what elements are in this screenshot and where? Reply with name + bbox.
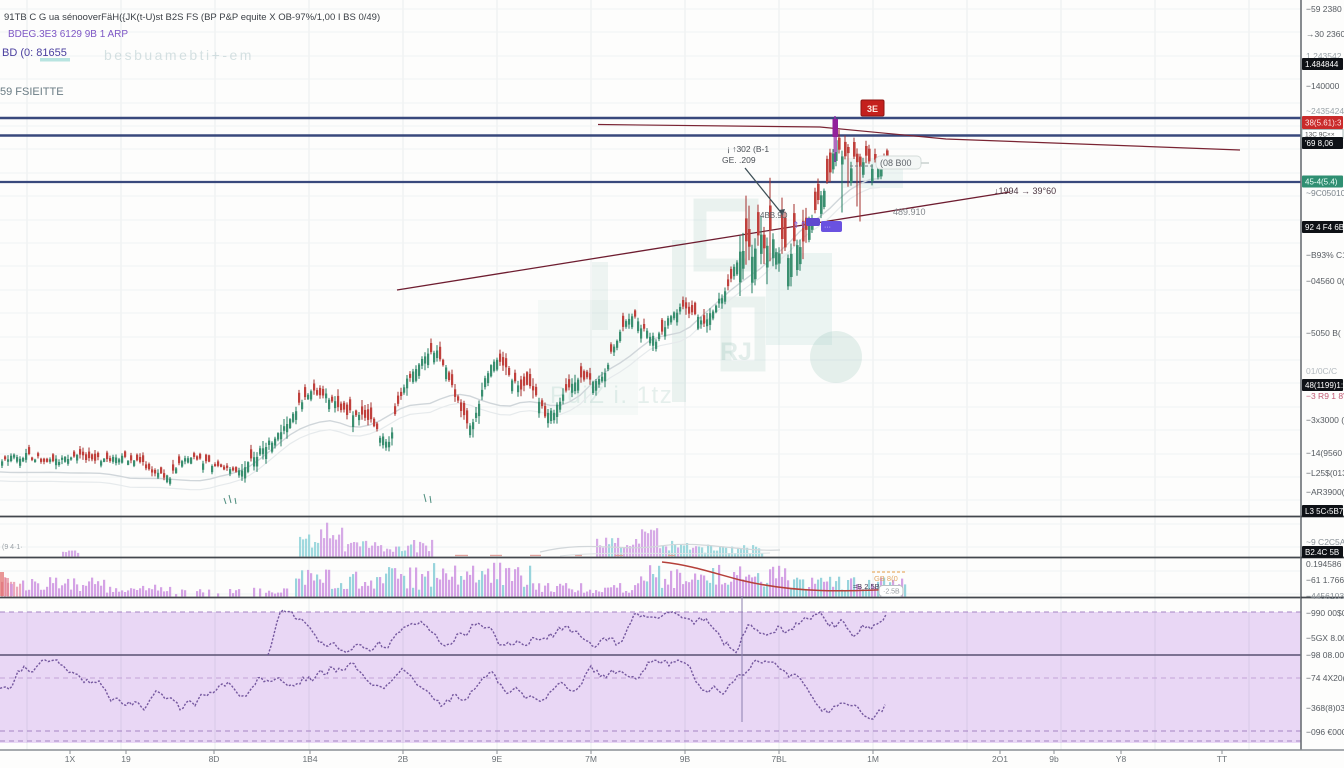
svg-text:BDEG.3E3 6129 9B 1 ARP: BDEG.3E3 6129 9B 1 ARP (8, 29, 128, 40)
svg-text:9B: 9B (680, 754, 691, 764)
svg-text:2B: 2B (398, 754, 409, 764)
svg-text:7M: 7M (585, 754, 597, 764)
svg-text:59 FSIEITTE: 59 FSIEITTE (0, 86, 64, 98)
svg-text:−98 08.00: −98 08.00 (1306, 650, 1344, 660)
svg-text:−5GX 8.00: −5GX 8.00 (1306, 633, 1344, 643)
svg-text:−L25$(013: −L25$(013 (1306, 468, 1344, 478)
svg-text:~2435424: ~2435424 (1306, 106, 1344, 116)
svg-text:−61 1.7660: −61 1.7660 (1306, 575, 1344, 585)
svg-text:¡ ↑302 (B-1: ¡ ↑302 (B-1 (727, 144, 769, 154)
svg-text:9b: 9b (1049, 754, 1059, 764)
svg-text:~9C05010(: ~9C05010( (1306, 188, 1344, 198)
svg-text:9E: 9E (492, 754, 503, 764)
svg-text:48(1199)1:5: 48(1199)1:5 (1305, 381, 1344, 390)
svg-text:B2.4C 5B: B2.4C 5B (1305, 548, 1339, 557)
svg-text:L3 5C‹5B7B: L3 5C‹5B7B (1305, 507, 1344, 516)
svg-text:BD (0: 81655: BD (0: 81655 (2, 47, 67, 59)
svg-text:7BL: 7BL (771, 754, 786, 764)
svg-text:−3 R9 1 8V6: −3 R9 1 8V6 (1306, 391, 1344, 401)
svg-text:1.484844: 1.484844 (1305, 60, 1339, 69)
svg-text:−AR3900(: −AR3900( (1306, 487, 1344, 497)
svg-text:1X: 1X (65, 754, 76, 764)
svg-text:−140000: −140000 (1306, 81, 1340, 91)
svg-text:−5050 B(: −5050 B( (1306, 328, 1341, 338)
svg-text:→30 2360: →30 2360 (1306, 29, 1344, 39)
svg-text:−368(8)03: −368(8)03 (1306, 703, 1344, 713)
svg-text:92 4 F4 6B: 92 4 F4 6B (1305, 223, 1344, 232)
svg-text:1B4: 1B4 (302, 754, 317, 764)
svg-text:3E: 3E (867, 104, 878, 114)
svg-text:−B93% C1: −B93% C1 (1306, 250, 1344, 260)
svg-text:RJ: RJ (720, 338, 752, 366)
svg-text:~9 C2C5A2: ~9 C2C5A2 (1306, 537, 1344, 547)
svg-text:'69 8,06: '69 8,06 (1305, 139, 1334, 148)
svg-text:91TB C G ua sénooverFäH({JK(t-: 91TB C G ua sénooverFäH({JK(t-U)st B2S F… (4, 12, 380, 23)
svg-text:1M: 1M (867, 754, 879, 764)
svg-text:38(5.61):3: 38(5.61):3 (1305, 119, 1342, 128)
svg-text:01/0C/C: 01/0C/C (1306, 366, 1337, 376)
svg-text:≈B 2.5B−▬: ≈B 2.5B−▬ (853, 582, 892, 591)
svg-text:1.243542: 1.243542 (1306, 51, 1342, 61)
svg-text:(08 B00: (08 B00 (880, 158, 912, 168)
svg-text:·2.5B: ·2.5B (883, 589, 900, 596)
svg-text:−14(9560 (: −14(9560 ( (1306, 448, 1344, 458)
svg-text:besbuamebti+-em: besbuamebti+-em (104, 47, 254, 63)
svg-text:(9 4·1·: (9 4·1· (2, 544, 23, 551)
svg-text:GE. .209: GE. .209 (722, 155, 756, 165)
svg-text:2O1: 2O1 (992, 754, 1008, 764)
svg-text:45-4(5.4): 45-4(5.4) (1305, 178, 1338, 187)
svg-text:GB 8(0: GB 8(0 (874, 574, 898, 583)
svg-text:−74 4X20(: −74 4X20( (1306, 673, 1344, 683)
svg-text:−4456103: −4456103 (1306, 591, 1344, 601)
svg-text:0.194586: 0.194586 (1306, 559, 1342, 569)
svg-text:13C 9C××: 13C 9C×× (1305, 132, 1335, 139)
svg-text:−096 €000: −096 €000 (1306, 727, 1344, 737)
svg-text:−59 2380: −59 2380 (1306, 4, 1342, 14)
svg-text:489.910: 489.910 (893, 207, 926, 217)
svg-text:TT: TT (1217, 754, 1227, 764)
svg-text:−990 00$0: −990 00$0 (1306, 608, 1344, 618)
svg-text:↓1994 → 39°60: ↓1994 → 39°60 (994, 186, 1056, 196)
svg-text:−04560 0(: −04560 0( (1306, 276, 1344, 286)
svg-text:PdiZ i. 1tz: PdiZ i. 1tz (550, 382, 673, 409)
svg-text:···: ··· (824, 224, 831, 231)
svg-text:−3x3000 (: −3x3000 ( (1306, 415, 1344, 425)
svg-text:⇑⇑: ⇑⇑ (792, 220, 807, 230)
svg-text:Y8: Y8 (1116, 754, 1127, 764)
svg-text:4BB.9D: 4BB.9D (760, 211, 788, 220)
svg-text:19: 19 (121, 754, 131, 764)
svg-text:8D: 8D (209, 754, 220, 764)
